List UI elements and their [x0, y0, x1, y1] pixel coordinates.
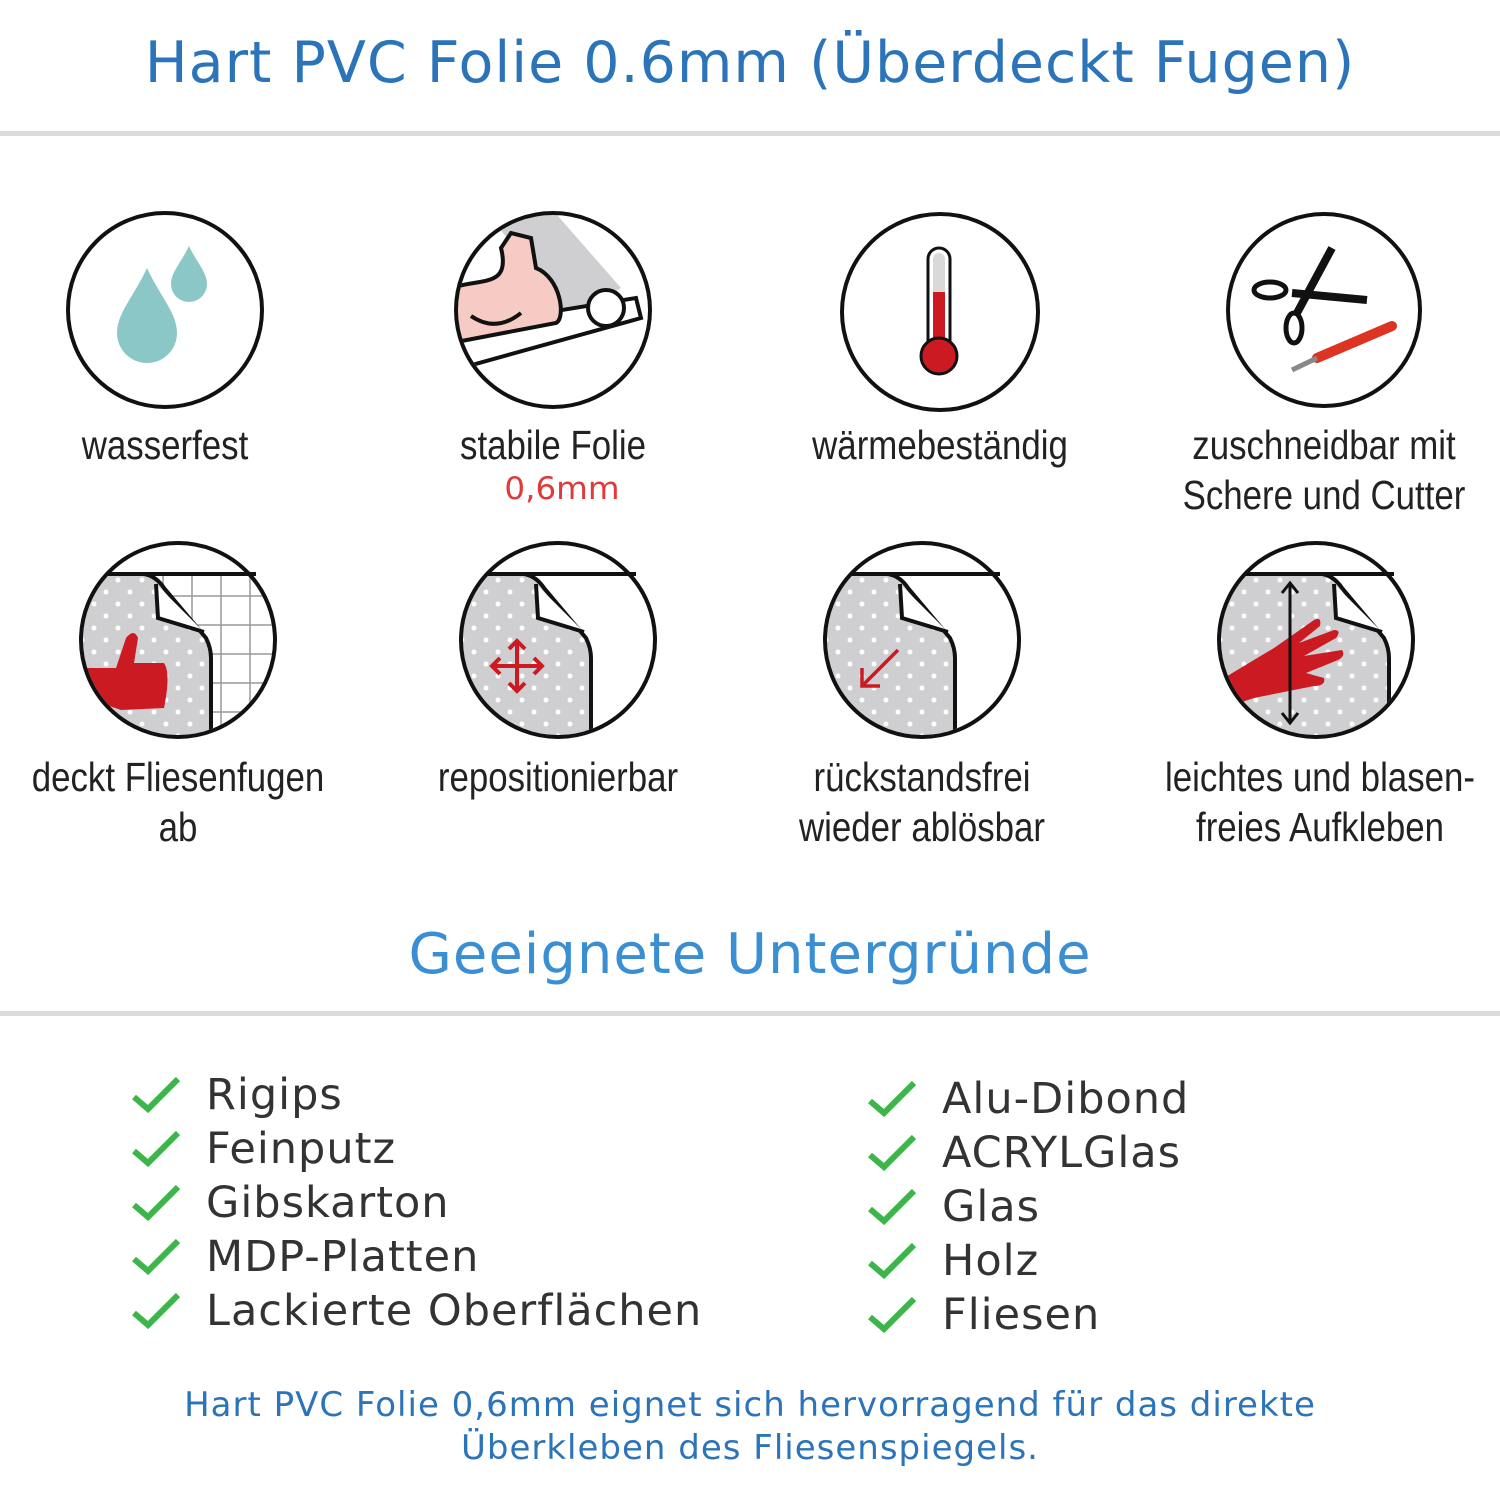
surface-label: Glas — [942, 1182, 1041, 1232]
label-line: zuschneidbar mit — [1192, 422, 1456, 468]
surface-label: Lackierte Oberflächen — [206, 1286, 703, 1336]
surfaces-list-right: Alu-Dibond ACRYLGlas Glas Holz Fliesen — [866, 1072, 1189, 1342]
feature-label-zuschneidbar: zuschneidbar mit Schere und Cutter — [1163, 420, 1486, 520]
footer-line: Hart PVC Folie 0,6mm eignet sich hervorr… — [184, 1385, 1316, 1425]
feature-label-waermebestaendig: wärmebeständig — [812, 422, 1068, 468]
label-line: wieder ablösbar — [798, 804, 1046, 850]
surface-label: Gibskarton — [206, 1178, 450, 1228]
surface-item: Feinputz — [130, 1122, 702, 1176]
peel-arrow-film-icon — [823, 541, 1021, 739]
surface-item: ACRYLGlas — [866, 1126, 1189, 1180]
divider — [0, 1011, 1500, 1016]
hand-smoothing-film-icon — [1217, 541, 1415, 739]
footer-line: Überkleben des Fliesenspiegels. — [461, 1428, 1039, 1468]
check-icon — [868, 1188, 917, 1226]
label-line: rückstandsfrei — [813, 754, 1031, 800]
feature-label-rueckstandsfrei: rückstandsfrei wieder ablösbar — [761, 752, 1084, 852]
feature-label-wasserfest: wasserfest — [81, 422, 249, 468]
footer-note: Hart PVC Folie 0,6mm eignet sich hervorr… — [0, 1384, 1500, 1470]
feature-label-stabile-folie: stabile Folie — [460, 422, 646, 468]
feature-label-fliesenfugen: deckt Fliesenfugen ab — [31, 754, 325, 850]
label-line: freies Aufkleben — [1196, 804, 1444, 850]
feature-label-aufkleben: leichtes und blasen- freies Aufkleben — [1159, 752, 1482, 852]
surface-label: Alu-Dibond — [942, 1074, 1190, 1124]
feature-sublabel-thickness: 0,6mm — [504, 471, 620, 507]
surfaces-heading: Geeignete Untergründe — [408, 922, 1092, 987]
label-line: leichtes und blasen- — [1165, 754, 1475, 800]
check-icon — [868, 1134, 917, 1172]
surface-label: Rigips — [206, 1070, 343, 1120]
surface-label: Fliesen — [942, 1290, 1101, 1340]
check-icon — [868, 1080, 917, 1118]
check-icon — [868, 1242, 917, 1280]
divider — [0, 131, 1500, 136]
surface-item: MDP-Platten — [130, 1230, 702, 1284]
check-icon — [868, 1296, 917, 1334]
thumbs-up-film-icon — [79, 541, 277, 739]
feature-label-repositionierbar: repositionierbar — [437, 754, 679, 800]
label-line: Schere und Cutter — [1182, 472, 1466, 518]
thermometer-icon — [840, 212, 1040, 412]
scissors-cutter-icon — [1226, 212, 1422, 408]
surface-item: Fliesen — [866, 1288, 1189, 1342]
surface-label: Holz — [942, 1236, 1040, 1286]
check-icon — [132, 1184, 181, 1222]
page-title: Hart PVC Folie 0.6mm (Überdeckt Fugen) — [144, 30, 1356, 96]
check-icon — [132, 1076, 181, 1114]
surface-item: Lackierte Oberflächen — [130, 1284, 702, 1338]
surfaces-list-left: Rigips Feinputz Gibskarton MDP-Platten Lacki… — [130, 1068, 702, 1338]
surface-label: ACRYLGlas — [942, 1128, 1182, 1178]
strong-arm-film-roll-icon — [454, 211, 652, 409]
surface-item: Holz — [866, 1234, 1189, 1288]
check-icon — [132, 1238, 181, 1276]
move-arrows-film-icon — [459, 541, 657, 739]
check-icon — [132, 1292, 181, 1330]
surface-label: Feinputz — [206, 1124, 397, 1174]
surface-item: Alu-Dibond — [866, 1072, 1189, 1126]
water-drops-icon — [66, 211, 264, 409]
surface-item: Gibskarton — [130, 1176, 702, 1230]
surface-item: Glas — [866, 1180, 1189, 1234]
surface-label: MDP-Platten — [206, 1232, 480, 1282]
check-icon — [132, 1130, 181, 1168]
surface-item: Rigips — [130, 1068, 702, 1122]
